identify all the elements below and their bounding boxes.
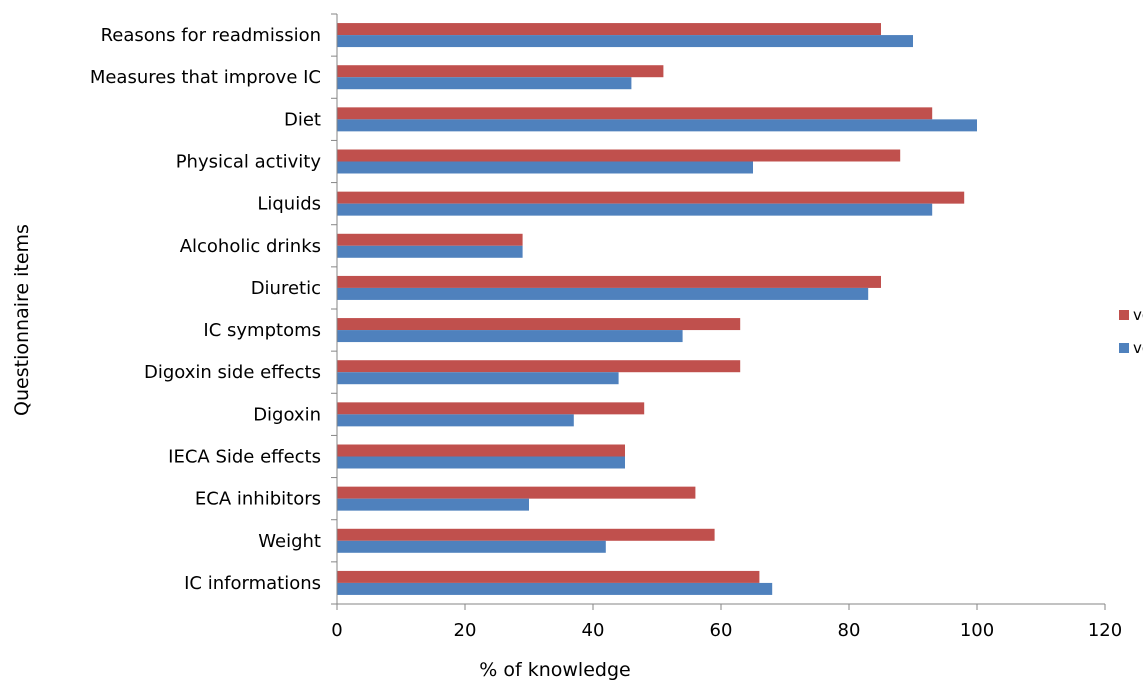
- x-tick-label: 40: [582, 620, 605, 641]
- bar-vd2: [337, 360, 741, 373]
- category-label: Physical activity: [176, 152, 322, 173]
- category-label: ECA inhibitors: [195, 489, 321, 510]
- legend-swatch-vd2: [1119, 310, 1129, 320]
- bar-vd1: [337, 35, 913, 48]
- category-label: Measures that improve IC: [90, 67, 321, 88]
- legend-label-vd2: vd2: [1133, 306, 1143, 324]
- bar-vd1: [337, 414, 574, 427]
- bar-vd2: [337, 570, 760, 583]
- bar-vd1: [337, 245, 523, 258]
- bar-vd2: [337, 528, 715, 541]
- bar-vd1: [337, 456, 625, 469]
- bar-vd1: [337, 203, 933, 216]
- category-label: IECA Side effects: [168, 447, 321, 468]
- bar-vd1: [337, 582, 773, 595]
- x-axis-title: % of knowledge: [479, 659, 630, 681]
- x-tick-label: 80: [838, 620, 861, 641]
- bar-vd2: [337, 444, 625, 457]
- x-tick-label: 20: [454, 620, 477, 641]
- bar-vd1: [337, 540, 606, 553]
- bars-group: [337, 23, 977, 595]
- bar-vd2: [337, 23, 881, 36]
- bar-vd2: [337, 149, 901, 162]
- legend-label-vd1: vd1: [1133, 339, 1143, 357]
- category-label: Digoxin: [253, 404, 321, 425]
- legend: vd2 vd1: [1119, 306, 1143, 357]
- category-label: IC informations: [184, 573, 321, 594]
- x-tick-label: 100: [960, 620, 994, 641]
- category-label: Diuretic: [251, 278, 321, 299]
- bar-vd1: [337, 287, 869, 300]
- category-label: Liquids: [257, 194, 321, 215]
- category-label: Weight: [258, 531, 321, 552]
- bar-vd2: [337, 486, 696, 499]
- bar-vd1: [337, 119, 977, 132]
- bar-vd1: [337, 161, 753, 174]
- category-label: Reasons for readmission: [101, 25, 321, 46]
- axis-ticks: [331, 13, 1106, 610]
- x-tick-label: 60: [710, 620, 733, 641]
- x-tick-label: 0: [331, 620, 342, 641]
- bar-vd2: [337, 233, 523, 246]
- category-label: Diet: [284, 109, 321, 130]
- bar-vd2: [337, 191, 965, 204]
- x-tick-labels: 0 20 40 60 80 100 120: [331, 620, 1122, 641]
- category-labels: Reasons for readmission Measures that imp…: [90, 25, 322, 594]
- category-label: IC symptoms: [203, 320, 321, 341]
- bar-vd2: [337, 107, 933, 120]
- bar-vd1: [337, 498, 529, 511]
- category-label: Alcoholic drinks: [180, 236, 321, 257]
- category-label: Digoxin side effects: [144, 362, 321, 383]
- bar-vd2: [337, 402, 645, 415]
- x-tick-label: 120: [1088, 620, 1122, 641]
- y-axis-title: Questionnaire items: [11, 224, 33, 416]
- bar-vd2: [337, 65, 664, 78]
- bar-vd1: [337, 372, 619, 385]
- legend-swatch-vd1: [1119, 343, 1129, 353]
- bar-vd2: [337, 318, 741, 331]
- bar-vd1: [337, 77, 632, 90]
- bar-vd1: [337, 330, 683, 343]
- bar-vd2: [337, 275, 881, 288]
